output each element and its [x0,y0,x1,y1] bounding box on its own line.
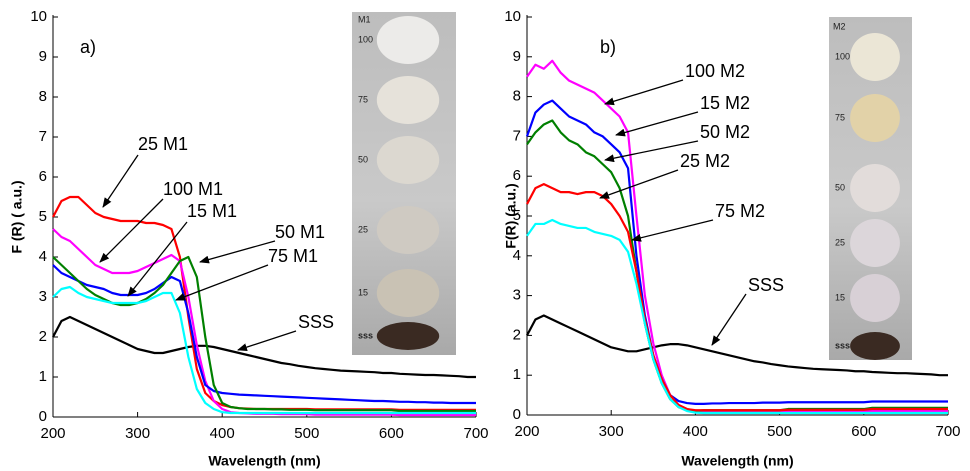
sample-powder [377,269,439,317]
x-tick-label: 500 [294,425,319,442]
inset-label: 75 [358,94,368,104]
inset-label: 15 [358,287,368,297]
annotation-arrow [176,265,268,300]
annotation-arrow [100,199,163,262]
sample-powder [377,322,439,350]
y-tick-label: 8 [513,88,521,105]
sample-powder [850,94,900,142]
inset-label: 25 [358,224,368,234]
annotation-arrow [238,331,296,350]
sample-powder [377,136,439,184]
sample-powder [850,274,900,322]
y-tick-label: 9 [39,48,47,65]
y-tick-label: 8 [39,88,47,105]
inset-label: 100 [835,51,850,61]
y-tick-label: 5 [39,208,47,225]
y-tick-label: 2 [513,326,521,343]
y-tick-label: 7 [39,128,47,145]
y-tick-label: 1 [513,366,521,383]
y-axis-title: F (R) ( a.u.) [9,180,25,253]
x-tick-label: 700 [935,423,960,440]
annotation-arrow [200,241,275,262]
inset-label: 15 [835,292,845,302]
inset-photo: M2 100 75 50 25 15 sss [829,17,912,360]
x-tick-label: 300 [125,425,150,442]
y-tick-label: 4 [39,248,47,265]
x-tick-label: 200 [40,425,65,442]
sample-powder [377,16,439,64]
x-tick-label: 400 [210,425,235,442]
inset-label: 75 [835,112,845,122]
y-tick-label: 7 [513,127,521,144]
y-tick-label: 2 [39,328,47,345]
sample-powder [850,332,900,360]
sample-powder [850,219,900,267]
series-annotation: 15 M1 [187,201,237,221]
inset-photo: M1 100 75 50 25 15 sss [352,12,456,355]
series-annotation: SSS [298,312,334,332]
y-tick-label: 10 [504,8,521,25]
x-tick-label: 600 [851,423,876,440]
y-tick-label: 0 [513,406,521,423]
y-axis-title: F(R) (a.u.) [503,183,519,248]
x-tick-label: 500 [767,423,792,440]
series-annotation: 50 M1 [275,222,325,242]
x-axis-title: Wavelength (nm) [681,453,793,469]
sample-powder [377,206,439,254]
inset-label: sss [835,340,850,350]
y-tick-label: 10 [30,8,47,25]
series-annotation: 75 M1 [268,246,318,266]
annotation-arrow [616,112,698,135]
series-annotation: 100 M1 [163,179,223,199]
annotation-arrow [605,80,683,104]
inset-label: 25 [835,237,845,247]
annotation-arrow [632,220,713,240]
y-tick-label: 6 [39,168,47,185]
y-tick-label: 6 [513,167,521,184]
x-tick-label: 400 [683,423,708,440]
y-tick-label: 3 [513,287,521,304]
inset-label: 50 [835,182,845,192]
annotation-arrow [712,294,746,345]
series-annotation: 25 M2 [680,151,730,171]
x-tick-label: 700 [463,425,488,442]
sample-powder [850,164,900,212]
x-axis-title: Wavelength (nm) [208,453,320,469]
x-tick-label: 300 [599,423,624,440]
inset-title: M1 [358,14,371,24]
panel-label: b) [600,37,616,57]
y-tick-label: 9 [513,48,521,65]
inset-label: 50 [358,154,368,164]
series-annotation: 15 M2 [700,93,750,113]
series-annotation: SSS [748,275,784,295]
inset-label: 100 [358,34,373,44]
series-annotation: 50 M2 [700,122,750,142]
sample-powder [377,76,439,124]
series-annotation: 75 M2 [715,201,765,221]
series-annotation: 25 M1 [138,134,188,154]
annotation-arrow [103,155,138,207]
y-tick-label: 1 [39,368,47,385]
x-tick-label: 600 [379,425,404,442]
panel-label: a) [80,37,96,57]
inset-title: M2 [833,21,846,31]
y-tick-label: 0 [39,408,47,425]
y-tick-label: 3 [39,288,47,305]
x-tick-label: 200 [514,423,539,440]
inset-label: sss [358,330,373,340]
sample-powder [850,33,900,81]
series-annotation: 100 M2 [685,61,745,81]
figure: M110075502515sss012345678910200300400500… [0,0,970,471]
